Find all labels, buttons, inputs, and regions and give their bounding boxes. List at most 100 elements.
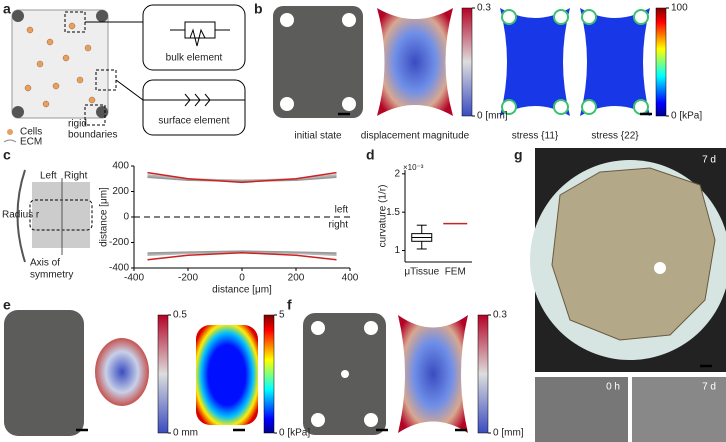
ecm-icon [3,139,17,143]
y-axis-label: distance [μm] [99,187,110,247]
panel-c: c Left Right Radius r Axis of symmetry [2,147,93,281]
boundary [16,169,26,263]
cell-icon [7,129,13,135]
deformed-shape [377,8,453,116]
y-tick-label: 1 [394,245,400,256]
tissue [11,9,109,119]
y-axis-label: curvature (1/r) [378,185,389,248]
colorbar [263,314,275,434]
colorbar-label: 0 mm [173,428,198,439]
stress22-shape [580,8,650,116]
time-tag: 0 h [606,382,620,393]
stress-shape [196,325,258,425]
label: Left [40,171,57,182]
panel-label: a [3,1,11,17]
colorbar-label: 0.3 [493,310,507,321]
y-tick-label: 2 [394,168,400,179]
x-tick-label: -200 [178,273,198,284]
time-tag: 7 d [702,382,716,393]
panel-f: f [287,297,468,435]
time-tag: 7 d [702,155,716,166]
legend: ECM [20,137,42,148]
y-tick-label: -200 [109,237,129,248]
exponent: ×10⁻³ [403,163,424,172]
colorbar [655,7,667,117]
line [147,171,337,184]
line [147,174,337,182]
y-tick-label: 400 [112,161,129,172]
colorbar-label: 0.3 [477,3,491,14]
panel-label: e [3,297,11,313]
legend: Cells [20,127,42,138]
label: boundaries [68,130,117,141]
stress11-shape [500,8,570,116]
panel-b: b initial state displacement magnitude s… [254,1,650,142]
panel-label: c [3,147,11,163]
x-tick-label: 400 [342,273,359,284]
panel-label: f [287,297,292,313]
label: bulk element [166,53,223,64]
caption: stress {11} [512,131,559,142]
surface-icon [143,93,245,107]
x-tick-label: μTissue [404,267,439,278]
label: Axis of [30,258,60,269]
label: Right [64,171,88,182]
label: rigid [68,119,87,130]
annotation: right [329,220,349,231]
colorbar-label: 100 [671,3,688,14]
line [147,251,337,261]
colorbar-label: 0 [kPa] [279,428,310,439]
x-tick-label: -400 [124,273,144,284]
initial-shape [4,310,84,436]
label: Radius r [2,210,40,221]
panel-label: d [366,147,375,163]
panel-label: b [254,1,263,17]
photo [632,377,726,442]
panel-e: e [3,297,258,436]
annotation: left [335,205,349,216]
deformed-shape [95,338,149,406]
colorbar-label: 0 [mm] [477,111,508,122]
bulk-icon [170,21,230,47]
holes [280,13,356,111]
y-tick-label: 1.5 [386,207,400,218]
panel-a: a bulk element surface element Cells ECM… [3,1,246,148]
y-tick-label: 200 [112,186,129,197]
y-tick-label: -400 [109,263,129,274]
x-axis-label: distance [μm] [212,285,272,296]
caption: displacement magnitude [361,131,470,142]
x-tick-label: 200 [288,273,305,284]
caption: stress {22} [591,131,639,142]
line [147,176,337,183]
holes [501,9,649,115]
colorbar-label: 0 [mm] [493,428,524,439]
deformed-shape [398,315,468,433]
connector [115,79,144,101]
colorbar [477,314,489,434]
colorbar-label: 0 [kPa] [671,111,702,122]
colorbar [157,314,169,434]
colorbar-label: 0.5 [173,310,187,321]
label: surface element [158,116,229,127]
x-tick-label: FEM [445,267,466,278]
initial-shape [273,6,363,118]
line [147,250,337,254]
photo [535,377,628,442]
colorbar-label: 5 [279,310,285,321]
cells [24,22,96,108]
label: symmetry [30,270,73,281]
holes [311,321,378,427]
y-tick-label: 0 [123,212,129,223]
hole [654,262,666,274]
x-tick-label: 0 [239,273,245,284]
zoom-box [84,104,106,126]
panel-g: g 7 d 0 h 7 d [514,147,726,442]
zoom [29,199,93,231]
colorbar [461,7,473,117]
tissue [551,167,716,341]
caption: initial state [294,131,342,142]
surface-box [142,79,246,136]
panel-label: g [514,147,523,163]
